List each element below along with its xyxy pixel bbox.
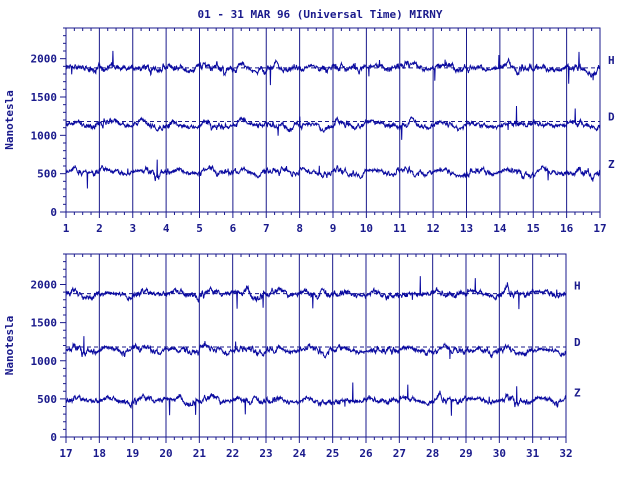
x-tick-label: 17	[59, 447, 72, 460]
y-tick-label: 1000	[31, 355, 58, 368]
x-tick-label: 31	[526, 447, 540, 460]
y-axis-label: Nanotesla	[3, 90, 16, 150]
x-tick-label: 2	[96, 222, 103, 235]
trace-z	[65, 382, 567, 416]
x-tick-label: 12	[427, 222, 440, 235]
x-tick-label: 16	[560, 222, 574, 235]
x-tick-label: 24	[293, 447, 307, 460]
x-tick-label: 32	[559, 447, 572, 460]
x-tick-label: 7	[263, 222, 270, 235]
y-tick-label: 2000	[31, 53, 58, 66]
trace-d	[65, 336, 567, 360]
y-tick-label: 1500	[31, 91, 58, 104]
series-label-z: Z	[574, 386, 581, 399]
x-tick-label: 23	[259, 447, 272, 460]
y-tick-label: 500	[37, 393, 57, 406]
x-tick-label: 19	[126, 447, 139, 460]
trace-d	[65, 105, 601, 140]
x-tick-label: 29	[459, 447, 472, 460]
trace-z	[65, 159, 601, 189]
y-axis-label: Nanotesla	[3, 316, 16, 376]
x-tick-label: 26	[359, 447, 373, 460]
trace-h	[65, 50, 601, 86]
x-tick-label: 10	[360, 222, 373, 235]
chart-title: 01 - 31 MAR 96 (Universal Time) MIRNY	[197, 8, 443, 21]
y-tick-label: 2000	[31, 279, 58, 292]
x-tick-label: 13	[460, 222, 473, 235]
x-tick-label: 18	[93, 447, 106, 460]
x-tick-label: 27	[393, 447, 406, 460]
series-label-z: Z	[608, 158, 615, 171]
x-tick-label: 30	[493, 447, 506, 460]
x-tick-label: 6	[230, 222, 237, 235]
series-label-d: D	[608, 111, 615, 124]
x-tick-label: 9	[330, 222, 337, 235]
series-label-h: H	[574, 280, 581, 293]
y-tick-label: 0	[50, 206, 57, 219]
x-tick-label: 21	[193, 447, 207, 460]
y-tick-label: 1500	[31, 317, 58, 330]
x-tick-label: 22	[226, 447, 239, 460]
x-tick-label: 14	[493, 222, 507, 235]
x-tick-label: 5	[196, 222, 203, 235]
x-tick-label: 8	[296, 222, 303, 235]
series-label-d: D	[574, 336, 581, 349]
x-tick-label: 25	[326, 447, 339, 460]
series-label-h: H	[608, 54, 615, 67]
y-tick-label: 500	[37, 168, 57, 181]
plot-frame	[65, 253, 567, 438]
y-tick-label: 0	[50, 431, 57, 444]
x-tick-label: 28	[426, 447, 439, 460]
trace-h	[65, 276, 567, 310]
x-tick-label: 3	[129, 222, 136, 235]
x-tick-label: 20	[159, 447, 172, 460]
x-tick-label: 15	[527, 222, 540, 235]
x-tick-label: 17	[593, 222, 606, 235]
x-tick-label: 4	[163, 222, 170, 235]
x-tick-label: 11	[393, 222, 407, 235]
x-tick-label: 1	[63, 222, 70, 235]
y-tick-label: 1000	[31, 129, 58, 142]
